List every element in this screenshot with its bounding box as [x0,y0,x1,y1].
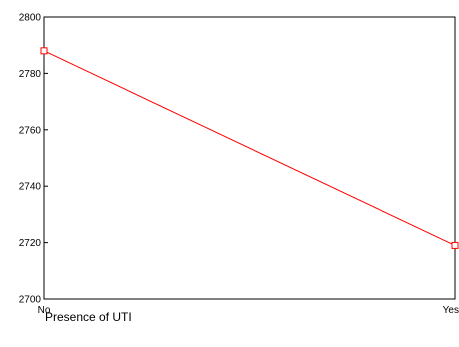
series-group [40,47,459,249]
x-tick-label: Yes [443,305,459,316]
y-tick-label: 2740 [19,182,42,193]
y-axis: 2700 2720 2740 2760 2780 2800 [19,13,48,306]
y-tick-label: 2720 [19,238,42,249]
plot-frame [43,16,456,300]
y-tick-label: 2780 [19,69,42,80]
data-point-marker [451,241,459,249]
x-axis-title: Presence of UTI [45,310,132,324]
y-tick-label: 2800 [19,13,42,24]
series-line [43,50,456,246]
x-axis: No Yes [38,295,459,316]
y-tick-label: 2760 [19,125,42,136]
data-point-marker [40,47,48,55]
y-tick-label: 2700 [19,295,42,306]
x-tick-label: No [38,305,51,316]
